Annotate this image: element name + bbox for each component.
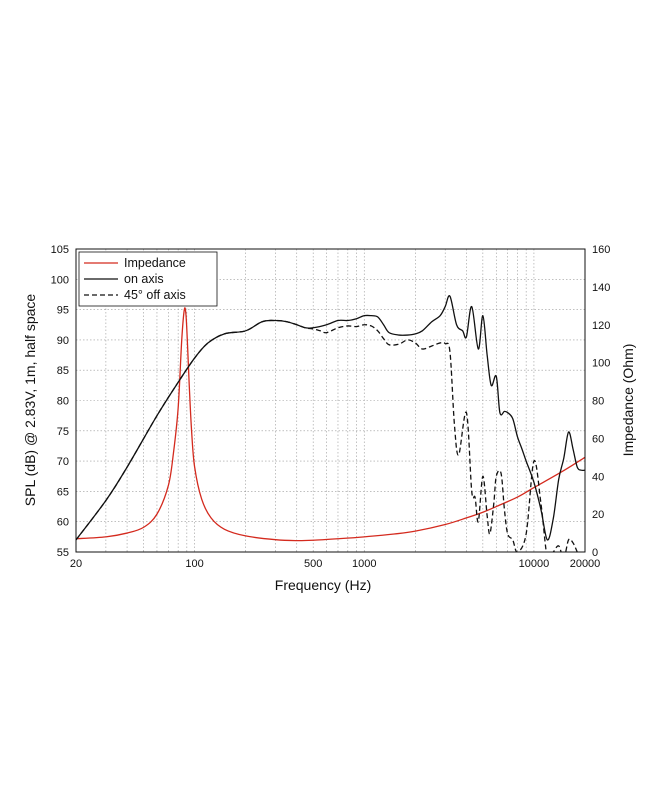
x-tick-label: 20	[70, 558, 82, 570]
y-tick-label: 55	[57, 547, 69, 559]
y2-tick-label: 120	[592, 320, 610, 332]
y2-tick-label: 160	[592, 244, 610, 256]
y-tick-label: 100	[51, 274, 69, 286]
x-tick-label: 20000	[570, 558, 601, 570]
y-tick-label: 70	[57, 456, 69, 468]
y-tick-label: 95	[57, 305, 69, 317]
x-tick-label: 10000	[519, 558, 550, 570]
plot-frame	[75, 248, 586, 553]
y2-axis-label: Impedance (Ohm)	[620, 344, 636, 457]
legend: Impedance on axis 45° off axis	[78, 251, 218, 307]
y-tick-label: 60	[57, 517, 69, 529]
y-tick-label: 75	[57, 426, 69, 438]
y-tick-label: 90	[57, 335, 69, 347]
y-tick-label: 85	[57, 365, 69, 377]
y-tick-label: 65	[57, 486, 69, 498]
y-tick-label: 80	[57, 396, 69, 408]
series-line-on-axis	[76, 295, 585, 541]
y2-tick-label: 60	[592, 433, 604, 445]
x-tick-label: 500	[304, 558, 322, 570]
series-line-impedance	[76, 307, 585, 542]
y2-tick-label: 20	[592, 509, 604, 521]
legend-label-on-axis: on axis	[124, 272, 164, 286]
x-tick-label: 1000	[352, 558, 376, 570]
y-tick-label: 105	[51, 244, 69, 256]
series-layer	[76, 295, 585, 552]
legend-label-impedance: Impedance	[124, 256, 186, 270]
x-axis-label: Frequency (Hz)	[275, 577, 371, 593]
tick-labels: 20 100 500 1000 10000 20000556065707580859095…	[51, 244, 611, 570]
y2-tick-label: 0	[592, 547, 598, 559]
legend-label-off-axis: 45° off axis	[124, 288, 186, 302]
y2-tick-label: 140	[592, 282, 610, 294]
y-axis-label: SPL (dB) @ 2.83V, 1m, half space	[22, 294, 38, 507]
x-tick-label: 100	[185, 558, 203, 570]
y2-tick-label: 80	[592, 396, 604, 408]
series-line-45-off-axis	[76, 319, 578, 552]
y2-tick-label: 40	[592, 471, 604, 483]
y2-tick-label: 100	[592, 358, 610, 370]
